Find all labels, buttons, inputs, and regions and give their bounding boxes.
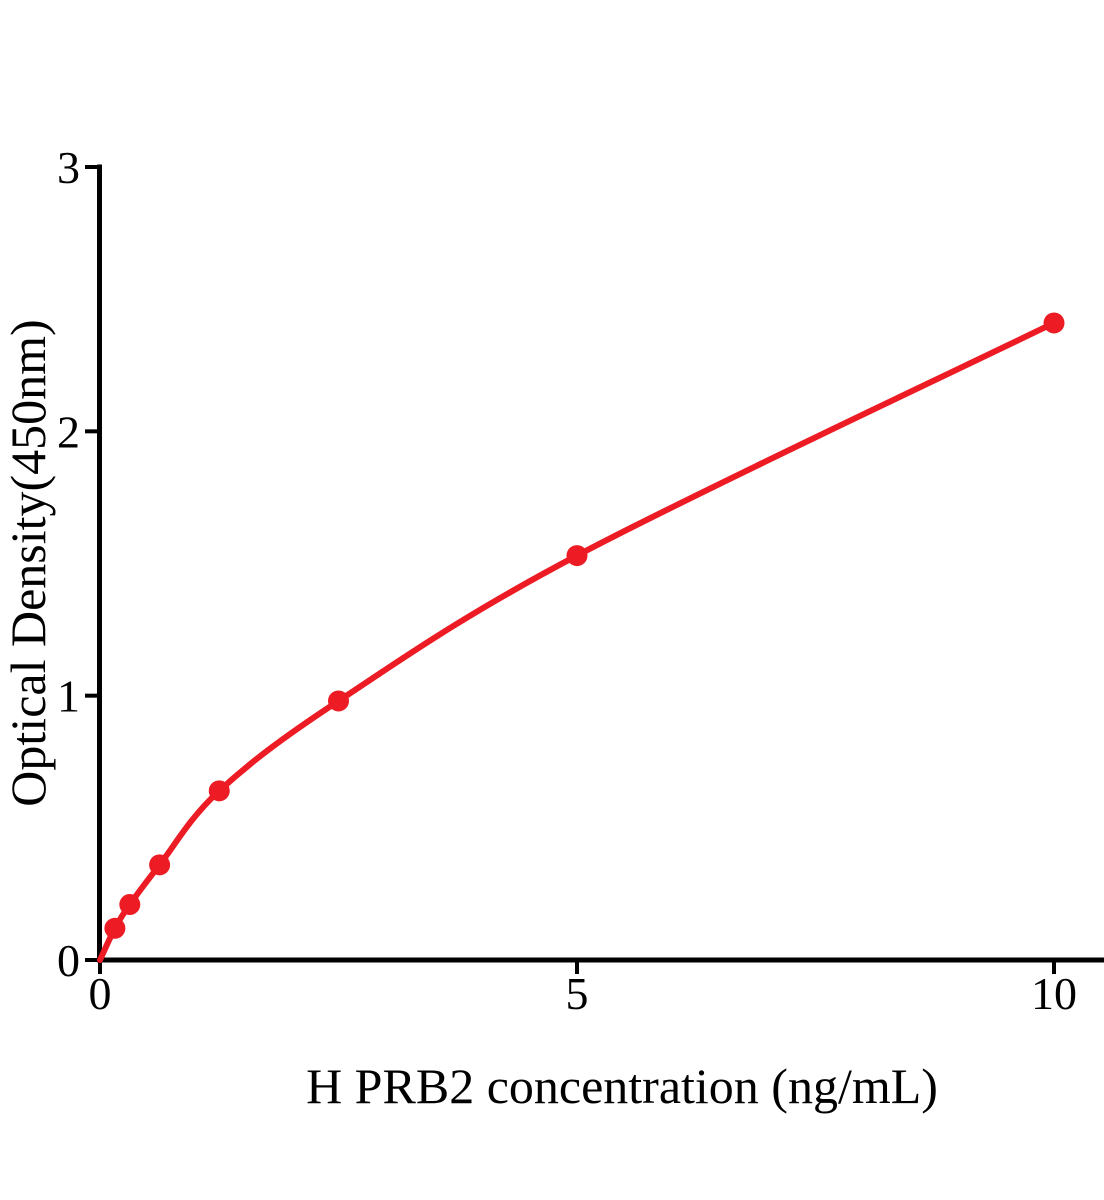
y-tick-label: 2	[57, 406, 80, 457]
y-axis-title: Optical Density(450nm)	[0, 319, 56, 806]
data-point	[208, 780, 230, 802]
x-axis: 0 5 10	[89, 957, 1104, 1019]
data-point	[1043, 312, 1065, 334]
y-tick-label: 1	[57, 671, 80, 722]
x-axis-title: H PRB2 concentration (ng/mL)	[306, 1058, 938, 1114]
x-tick-label: 10	[1031, 968, 1077, 1019]
data-point	[566, 545, 588, 567]
x-tick-label: 5	[566, 968, 589, 1019]
fit-curve	[97, 319, 1057, 963]
y-axis: 0 1 2 3	[57, 142, 102, 986]
y-axis-ticks: 0 1 2 3	[57, 142, 99, 986]
y-tick-label: 3	[57, 142, 80, 193]
x-tick-label: 0	[89, 968, 112, 1019]
x-axis-ticks: 0 5 10	[89, 960, 1077, 1019]
data-point	[104, 917, 126, 939]
fit-curve-group	[97, 319, 1057, 963]
data-points	[104, 312, 1065, 939]
y-tick-label: 0	[57, 935, 80, 986]
data-point	[119, 893, 141, 915]
data-point	[328, 690, 349, 712]
data-point	[149, 854, 171, 876]
